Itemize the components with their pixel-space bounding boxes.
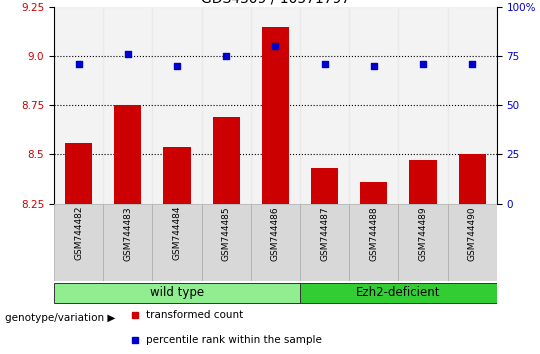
FancyBboxPatch shape <box>103 204 152 281</box>
Text: wild type: wild type <box>150 286 204 299</box>
FancyBboxPatch shape <box>251 204 300 281</box>
Text: GSM744484: GSM744484 <box>172 206 181 261</box>
Point <box>271 44 280 49</box>
Point <box>124 51 132 57</box>
Bar <box>164 147 191 204</box>
Point <box>369 63 378 69</box>
Bar <box>251 7 300 204</box>
Text: GSM744489: GSM744489 <box>418 206 428 261</box>
Bar <box>213 117 240 204</box>
Text: Ezh2-deficient: Ezh2-deficient <box>356 286 441 299</box>
FancyBboxPatch shape <box>201 204 251 281</box>
Bar <box>399 7 448 204</box>
Text: GSM744482: GSM744482 <box>74 206 83 261</box>
Text: GSM744487: GSM744487 <box>320 206 329 261</box>
FancyBboxPatch shape <box>300 204 349 281</box>
Bar <box>458 154 486 204</box>
Bar <box>262 27 289 204</box>
Point <box>468 61 476 67</box>
Text: transformed count: transformed count <box>146 310 243 320</box>
Title: GDS4309 / 10571797: GDS4309 / 10571797 <box>201 0 350 6</box>
Text: GSM744485: GSM744485 <box>222 206 231 261</box>
Text: genotype/variation ▶: genotype/variation ▶ <box>5 313 116 323</box>
FancyBboxPatch shape <box>152 204 201 281</box>
Bar <box>103 7 152 204</box>
Point <box>222 53 231 59</box>
Text: GSM744486: GSM744486 <box>271 206 280 261</box>
Point <box>320 61 329 67</box>
Text: GSM744490: GSM744490 <box>468 206 477 261</box>
Text: GSM744483: GSM744483 <box>123 206 132 261</box>
Bar <box>65 143 92 204</box>
Bar <box>349 7 399 204</box>
FancyBboxPatch shape <box>54 204 103 281</box>
Point <box>418 61 427 67</box>
Bar <box>300 7 349 204</box>
FancyBboxPatch shape <box>448 204 497 281</box>
Text: GSM744488: GSM744488 <box>369 206 379 261</box>
FancyBboxPatch shape <box>54 282 300 303</box>
Bar <box>409 160 436 204</box>
FancyBboxPatch shape <box>349 204 399 281</box>
Bar <box>448 7 497 204</box>
Bar <box>152 7 201 204</box>
FancyBboxPatch shape <box>399 204 448 281</box>
FancyBboxPatch shape <box>300 282 497 303</box>
Bar <box>114 105 141 204</box>
Bar <box>311 168 338 204</box>
Bar <box>201 7 251 204</box>
Text: percentile rank within the sample: percentile rank within the sample <box>146 335 322 345</box>
Point <box>75 61 83 67</box>
Bar <box>360 182 387 204</box>
Point <box>173 63 181 69</box>
Bar <box>54 7 103 204</box>
